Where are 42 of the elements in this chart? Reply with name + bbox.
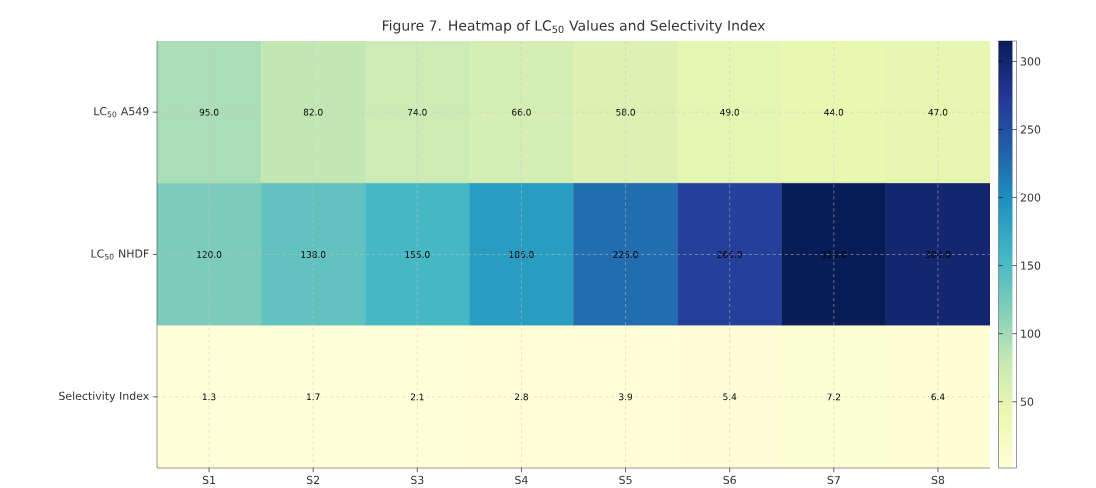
data-label: 2.1 xyxy=(410,393,424,401)
data-label: 155.0 xyxy=(405,251,430,258)
color-bar-label: 100 xyxy=(1021,329,1041,338)
data-label: 120.0 xyxy=(197,251,222,258)
x-tick-label: S8 xyxy=(931,475,945,485)
x-tick-label: S3 xyxy=(411,475,424,485)
data-label: 95.0 xyxy=(199,108,219,116)
color-bar-label: 200 xyxy=(1020,193,1041,202)
y-tick-label: LC$_{50}$ A549 xyxy=(94,107,149,118)
data-label: 58.0 xyxy=(616,108,635,116)
chart-title: Figure 7. Heatmap of LC$_{50}$ Values and Selectivity Index xyxy=(383,20,765,34)
data-label: 315.0 xyxy=(821,251,847,258)
data-label: 82.0 xyxy=(303,108,323,116)
data-label: 1.7 xyxy=(307,393,320,401)
color-bar-label: 150 xyxy=(1021,261,1041,270)
x-tick-label: S2 xyxy=(306,475,320,485)
color-bar-label: 300 xyxy=(1020,57,1041,66)
data-label: 5.4 xyxy=(723,393,737,401)
data-label: 66.0 xyxy=(512,108,531,116)
data-label: 74.0 xyxy=(408,108,427,116)
y-tick-label: LC$_{50}$ NHDF xyxy=(91,249,149,260)
data-label: 1.3 xyxy=(202,393,216,401)
x-tick-label: S5 xyxy=(619,475,632,485)
data-label: 300.0 xyxy=(925,251,951,258)
data-label: 265.0 xyxy=(717,251,742,258)
x-tick-label: S6 xyxy=(723,475,736,485)
data-label: 2.8 xyxy=(514,393,528,401)
data-label: 185.0 xyxy=(509,251,534,258)
data-label: 47.0 xyxy=(928,108,948,116)
y-tick-label: Selectivity Index xyxy=(59,391,149,403)
data-label: 7.2 xyxy=(827,393,841,401)
data-label: 6.4 xyxy=(931,393,945,401)
data-label: 138.0 xyxy=(301,251,326,258)
data-label: 49.0 xyxy=(720,108,740,116)
x-tick-label: S4 xyxy=(515,475,528,485)
x-tick-label: S1 xyxy=(202,475,216,485)
data-label: 3.9 xyxy=(619,393,633,401)
x-tick-label: S7 xyxy=(827,475,840,485)
color-bar-label: 250 xyxy=(1020,125,1041,134)
color-bar-label: 50 xyxy=(1020,397,1034,406)
data-label: 44.0 xyxy=(824,108,844,116)
data-label: 225.0 xyxy=(613,251,638,258)
